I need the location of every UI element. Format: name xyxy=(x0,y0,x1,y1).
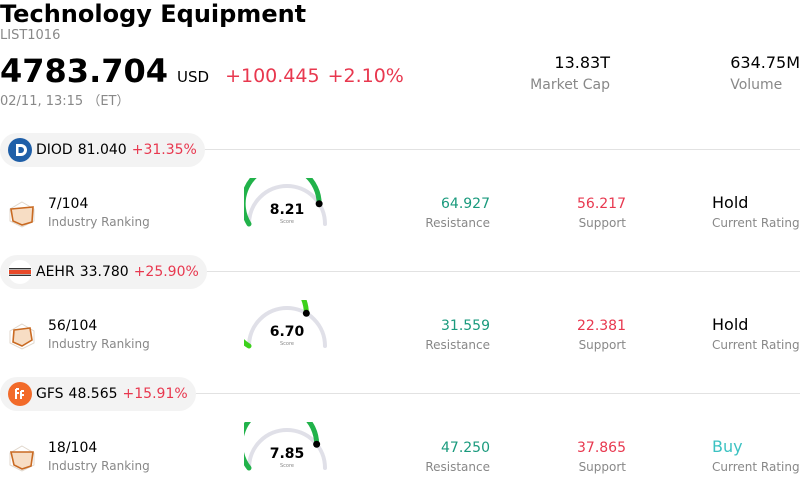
price-change: +100.445 xyxy=(225,65,320,87)
divider xyxy=(0,271,800,272)
index-code: LIST1016 xyxy=(0,28,61,43)
industry-rank: 18/104 xyxy=(48,440,98,456)
resistance-label: Resistance xyxy=(425,338,490,352)
page-title: Technology Equipment xyxy=(0,0,307,28)
gauge-fill xyxy=(244,422,320,471)
support: 56.217 Support xyxy=(516,196,626,230)
support: 37.865 Support xyxy=(516,440,626,474)
resistance-value: 31.559 xyxy=(441,318,490,334)
stock-ticker: AEHR xyxy=(36,264,75,280)
diod-logo-icon xyxy=(8,138,32,162)
stock-change-pct: +15.91% xyxy=(122,386,188,402)
score-gauge: 6.70 Score xyxy=(244,300,327,349)
gauge-marker xyxy=(315,200,323,208)
gfs-logo-icon xyxy=(8,382,32,406)
stock-header: GFS 48.565 +15.91% xyxy=(0,377,800,411)
resistance-value: 64.927 xyxy=(441,196,490,212)
stock-header: AEHR 33.780 +25.90% xyxy=(0,255,800,289)
stock-price: 81.040 xyxy=(77,142,127,158)
radar-icon xyxy=(9,445,35,472)
volume-value: 634.75M xyxy=(730,53,800,72)
score-gauge: 7.85 Score xyxy=(244,422,327,471)
score-value: 6.70 xyxy=(270,324,305,340)
rating: Hold Current Rating xyxy=(712,193,800,230)
support-value: 22.381 xyxy=(577,318,626,334)
resistance-value: 47.250 xyxy=(441,440,490,456)
resistance: 31.559 Resistance xyxy=(380,318,490,352)
gauge-fill xyxy=(244,178,322,227)
score-label: Score xyxy=(280,463,294,469)
volume-label: Volume xyxy=(730,77,783,93)
stock-ticker: GFS xyxy=(36,386,64,402)
support-value: 56.217 xyxy=(577,196,626,212)
resistance: 47.250 Resistance xyxy=(380,440,490,474)
support-value: 37.865 xyxy=(577,440,626,456)
support-label: Support xyxy=(578,460,626,474)
score-gauge: 8.21 Score xyxy=(244,178,327,227)
support-label: Support xyxy=(578,338,626,352)
rating-value: Buy xyxy=(712,437,743,456)
stock-price: 33.780 xyxy=(79,264,129,280)
stock-row[interactable]: 56/104 Industry Ranking 6.70 Score 31.55… xyxy=(0,300,800,390)
index-price: 4783.704 xyxy=(0,52,169,90)
stock-ticker: DIOD xyxy=(36,142,73,158)
stock-chip[interactable]: AEHR 33.780 +25.90% xyxy=(0,255,207,289)
industry-rank-label: Industry Ranking xyxy=(48,459,150,473)
stock-chip[interactable]: DIOD 81.040 +31.35% xyxy=(0,133,205,167)
resistance-label: Resistance xyxy=(425,460,490,474)
volume-stat: 634.75M Volume xyxy=(730,53,800,93)
divider xyxy=(0,393,800,394)
rating-label: Current Rating xyxy=(712,460,800,474)
currency: USD xyxy=(177,68,210,86)
rating-value: Hold xyxy=(712,193,749,212)
industry-rank: 7/104 xyxy=(48,196,89,212)
score-label: Score xyxy=(280,341,294,347)
divider xyxy=(0,149,800,150)
resistance-label: Resistance xyxy=(425,216,490,230)
gauge-marker xyxy=(313,440,321,448)
industry-rank-label: Industry Ranking xyxy=(48,337,150,351)
stock-change-pct: +31.35% xyxy=(131,142,197,158)
market-cap-value: 13.83T xyxy=(554,53,610,72)
stock-chip[interactable]: GFS 48.565 +15.91% xyxy=(0,377,196,411)
score-value: 7.85 xyxy=(270,446,305,462)
radar-icon xyxy=(9,323,35,350)
rating-value: Hold xyxy=(712,315,749,334)
stock-row[interactable]: 18/104 Industry Ranking 7.85 Score 47.25… xyxy=(0,422,800,488)
rating: Hold Current Rating xyxy=(712,315,800,352)
stock-header: DIOD 81.040 +31.35% xyxy=(0,133,800,167)
score-label: Score xyxy=(280,219,294,225)
price-change-pct: +2.10% xyxy=(327,65,404,87)
radar-icon xyxy=(9,201,35,228)
stock-change-pct: +25.90% xyxy=(133,264,199,280)
support: 22.381 Support xyxy=(516,318,626,352)
market-cap-stat: 13.83T Market Cap xyxy=(530,53,610,93)
resistance: 64.927 Resistance xyxy=(380,196,490,230)
timestamp: 02/11, 13:15 （ET） xyxy=(0,94,130,109)
price-row: 4783.704 USD +100.445 +2.10% xyxy=(0,52,404,90)
stock-row[interactable]: 7/104 Industry Ranking 8.21 Score 64.927… xyxy=(0,178,800,268)
market-cap-label: Market Cap xyxy=(530,77,610,93)
score-value: 8.21 xyxy=(270,202,305,218)
aehr-logo-icon xyxy=(8,260,32,284)
rating-label: Current Rating xyxy=(712,338,800,352)
rating: Buy Current Rating xyxy=(712,437,800,474)
gauge-marker xyxy=(302,309,310,317)
industry-rank: 56/104 xyxy=(48,318,98,334)
stock-price: 48.565 xyxy=(68,386,118,402)
rating-label: Current Rating xyxy=(712,216,800,230)
support-label: Support xyxy=(578,216,626,230)
industry-rank-label: Industry Ranking xyxy=(48,215,150,229)
